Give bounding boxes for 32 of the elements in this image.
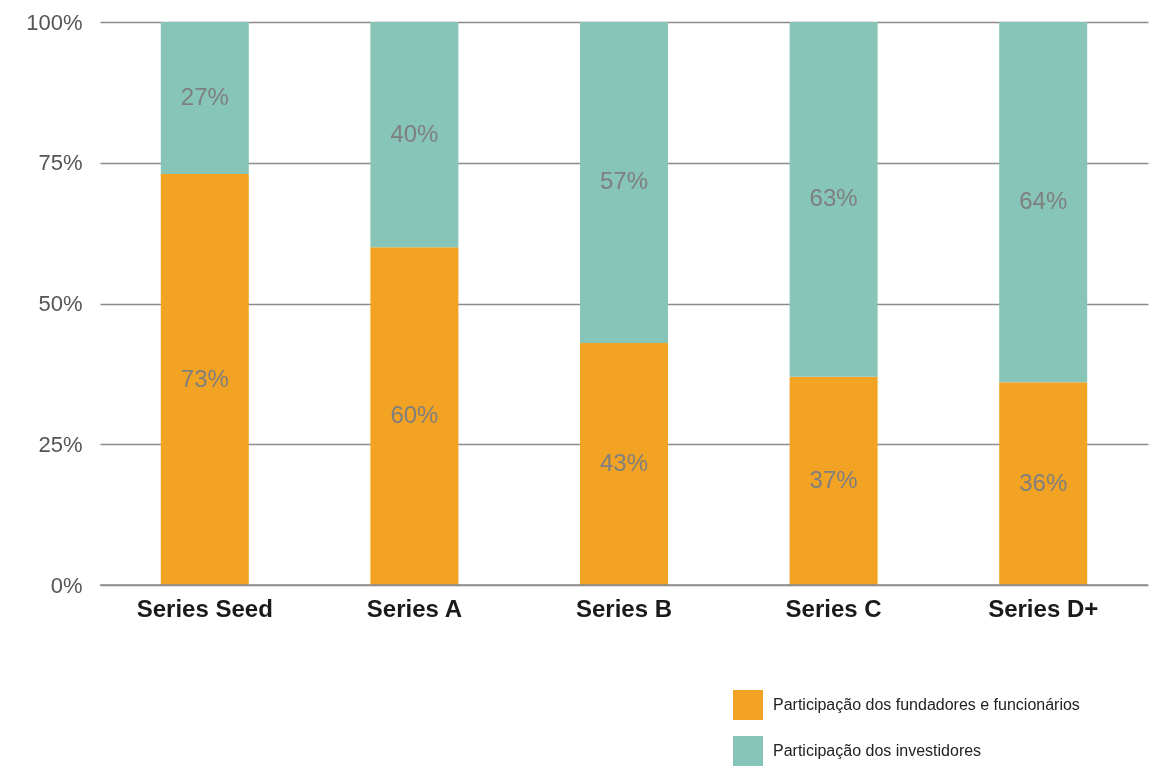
data-label: 40%	[390, 119, 439, 147]
bar	[370, 22, 459, 248]
x-tick-label: Series B	[575, 594, 673, 622]
bar	[580, 342, 668, 585]
y-tick-label: 0%	[50, 572, 83, 598]
data-label: 73%	[180, 364, 229, 392]
data-label: 63%	[809, 184, 858, 212]
y-tick-label: 25%	[38, 431, 83, 457]
data-label: 60%	[390, 401, 439, 429]
legend-label: Participação dos fundadores e funcionários	[773, 696, 1080, 713]
data-label: 43%	[599, 448, 649, 476]
x-tick-label: Series A	[366, 594, 462, 622]
bar	[160, 174, 249, 585]
data-label: 37%	[809, 465, 858, 493]
bar	[789, 22, 878, 377]
bar	[999, 382, 1088, 585]
data-label: 57%	[599, 167, 649, 195]
legend-label: Participação dos investidores	[773, 742, 982, 759]
x-tick-label: Series Seed	[136, 594, 273, 622]
y-tick-label: 75%	[38, 150, 83, 176]
x-tick-label: Series D+	[988, 594, 1099, 622]
bar	[580, 22, 668, 343]
y-tick-label: 50%	[38, 291, 83, 316]
bar	[999, 22, 1088, 383]
bar	[789, 376, 878, 585]
data-label: 64%	[1019, 187, 1068, 215]
y-tick-label: 100%	[26, 9, 83, 35]
data-label: 36%	[1019, 468, 1068, 496]
data-label: 27%	[180, 83, 229, 110]
bar	[370, 247, 459, 585]
x-tick-label: Series C	[785, 594, 882, 622]
bar	[160, 22, 249, 175]
